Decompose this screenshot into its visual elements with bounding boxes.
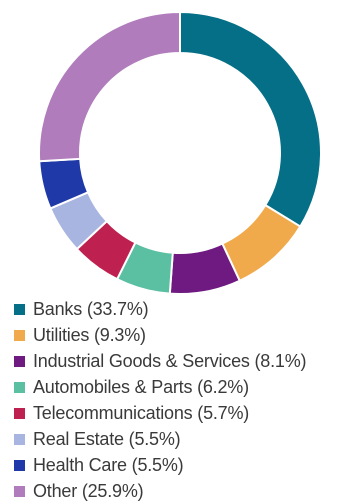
legend-item-banks: Banks (33.7%) <box>14 296 360 322</box>
legend-swatch <box>14 459 25 471</box>
legend-item-utilities: Utilities (9.3%) <box>14 322 360 348</box>
legend-label: Automobiles & Parts (6.2%) <box>33 376 249 397</box>
legend-swatch <box>14 355 25 367</box>
legend-item-health-care: Health Care (5.5%) <box>14 452 360 478</box>
legend-item-telecommunications: Telecommunications (5.7%) <box>14 400 360 426</box>
legend-item-industrial-goods-services: Industrial Goods & Services (8.1%) <box>14 348 360 374</box>
chart-legend: Banks (33.7%) Utilities (9.3%) Industrial … <box>14 296 360 504</box>
legend-swatch <box>14 329 25 341</box>
donut-slice-other <box>38 10 181 163</box>
legend-swatch <box>14 433 25 445</box>
legend-swatch <box>14 303 25 315</box>
legend-item-other: Other (25.9%) <box>14 478 360 504</box>
donut-slice-banks <box>179 10 322 228</box>
legend-label: Other (25.9%) <box>33 480 144 501</box>
legend-swatch <box>14 485 25 497</box>
legend-label: Industrial Goods & Services (8.1%) <box>33 350 307 371</box>
donut-chart <box>38 10 322 295</box>
legend-label: Telecommunications (5.7%) <box>33 402 250 423</box>
legend-item-automobiles-parts: Automobiles & Parts (6.2%) <box>14 374 360 400</box>
legend-label: Real Estate (5.5%) <box>33 428 181 449</box>
legend-swatch <box>14 381 25 393</box>
legend-label: Utilities (9.3%) <box>33 324 146 345</box>
legend-item-real-estate: Real Estate (5.5%) <box>14 426 360 452</box>
legend-label: Banks (33.7%) <box>33 298 149 319</box>
legend-label: Health Care (5.5%) <box>33 454 184 475</box>
legend-swatch <box>14 407 25 419</box>
